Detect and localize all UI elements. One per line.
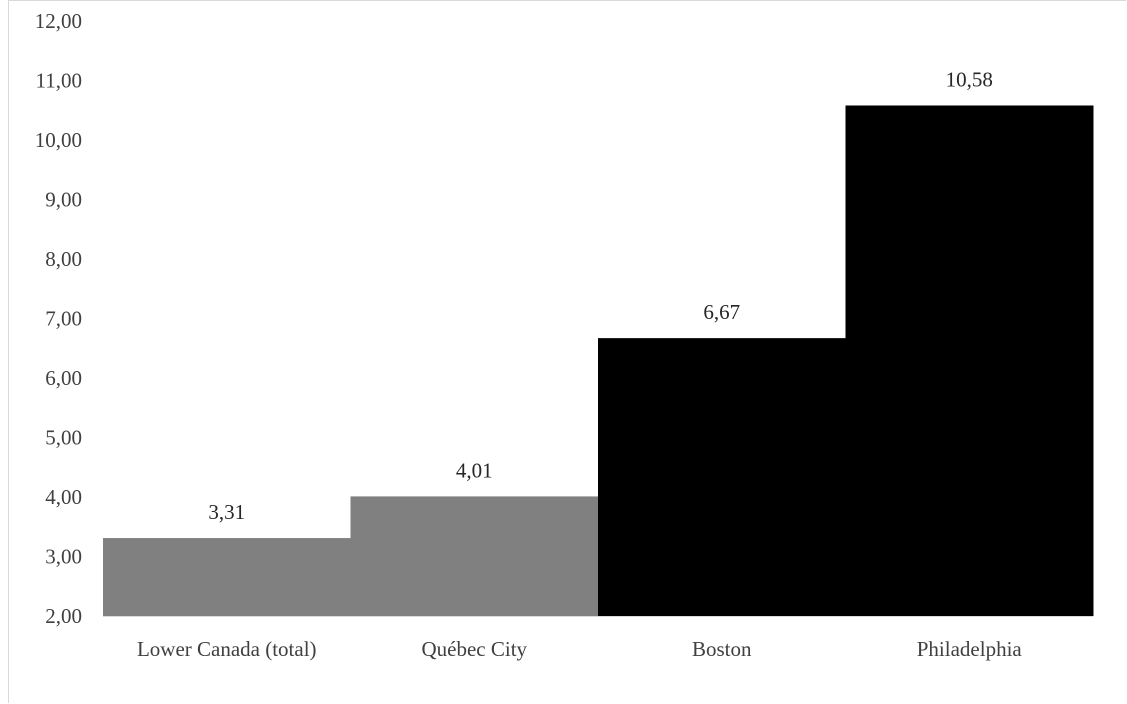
category-label: Philadelphia (917, 637, 1023, 661)
data-label: 3,31 (208, 500, 245, 524)
chart-frame (8, 0, 1126, 703)
y-tick-label: 5,00 (45, 426, 82, 450)
category-label: Boston (692, 637, 752, 661)
bar (598, 338, 846, 616)
data-label: 4,01 (456, 458, 493, 482)
bar (103, 538, 351, 616)
y-tick-label: 11,00 (36, 69, 82, 93)
y-tick-label: 2,00 (45, 604, 82, 628)
data-label: 6,67 (703, 300, 740, 324)
category-label: Lower Canada (total) (137, 637, 317, 661)
data-labels: 3,31 4,01 6,67 10,58 (208, 67, 993, 524)
y-tick-label: 10,00 (35, 128, 82, 152)
bar (845, 105, 1094, 617)
y-tick-label: 4,00 (45, 485, 82, 509)
bars (103, 105, 1094, 617)
y-tick-label: 7,00 (45, 307, 82, 331)
category-label: Québec City (421, 637, 527, 661)
bar (350, 496, 599, 616)
y-tick-label: 9,00 (45, 188, 82, 212)
y-axis-tick-labels: 2,00 3,00 4,00 5,00 6,00 7,00 8,00 9,00 10,00 11,… (35, 9, 82, 628)
y-tick-label: 8,00 (45, 247, 82, 271)
category-labels: Lower Canada (total) Québec City Boston Phi… (137, 637, 1022, 661)
y-tick-label: 3,00 (45, 545, 82, 569)
y-tick-label: 6,00 (45, 366, 82, 390)
y-tick-label: 12,00 (35, 9, 82, 33)
data-label: 10,58 (946, 67, 993, 91)
